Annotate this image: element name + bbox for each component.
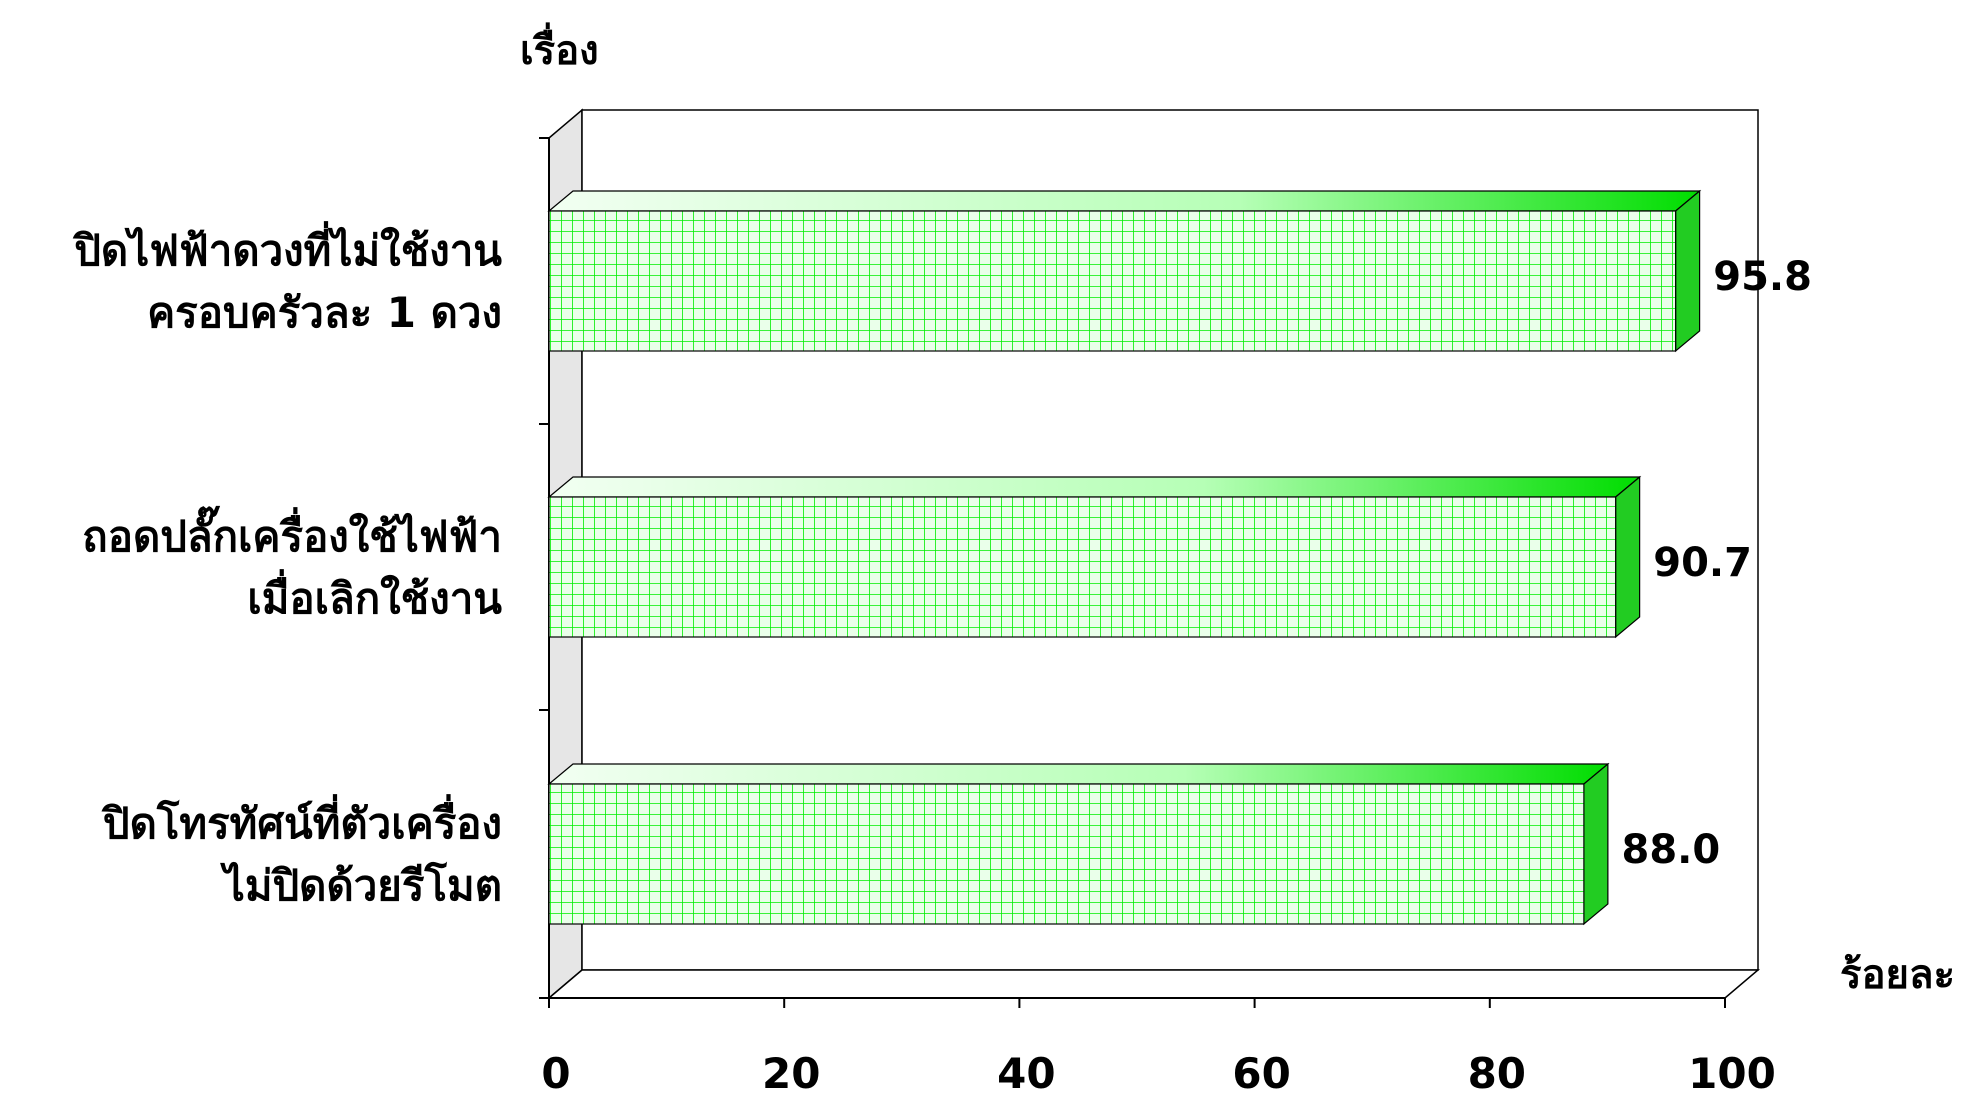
bar [548,210,1677,352]
floor [546,969,1761,999]
bar-side [1615,475,1641,639]
bar-top [547,763,1610,785]
x-ticks-layer: 0 20 40 60 80 100 [541,998,1776,1098]
x-tick-label: 40 [997,1049,1055,1098]
category-label: ถอดปลั๊กเครื่องใช้ไฟฟ้า [82,505,502,561]
bar-top [547,190,1702,212]
x-tick-label: 60 [1232,1049,1290,1098]
data-label: 95.8 [1713,254,1812,300]
category-label: ปิดไฟฟ้าดวงที่ไม่ใช้งาน [72,221,503,275]
category-label: ปิดโทรทัศน์ที่ตัวเครื่อง [100,794,502,848]
bars-layer: 95.8 90.7 88.0 [547,189,1812,926]
x-tick-label: 0 [541,1049,570,1098]
x-axis-title: ร้อยละ [1840,952,1955,998]
category-label: เมื่อเลิกใช้งาน [247,569,502,623]
bar [548,783,1585,925]
x-tick-label: 20 [762,1049,820,1098]
bar-side [1675,189,1701,353]
category-label: ครอบครัวละ 1 ดวง [147,288,502,337]
data-label: 90.7 [1653,540,1752,586]
bar-top [547,476,1642,498]
data-label: 88.0 [1622,827,1721,873]
bar [548,496,1617,638]
category-label: ไม่ปิดด้วยรีโมต [220,861,502,910]
x-tick-label: 100 [1688,1049,1776,1098]
bar-side [1583,762,1609,926]
y-axis-title: เรื่อง [520,22,599,74]
x-tick-label: 80 [1468,1049,1526,1098]
